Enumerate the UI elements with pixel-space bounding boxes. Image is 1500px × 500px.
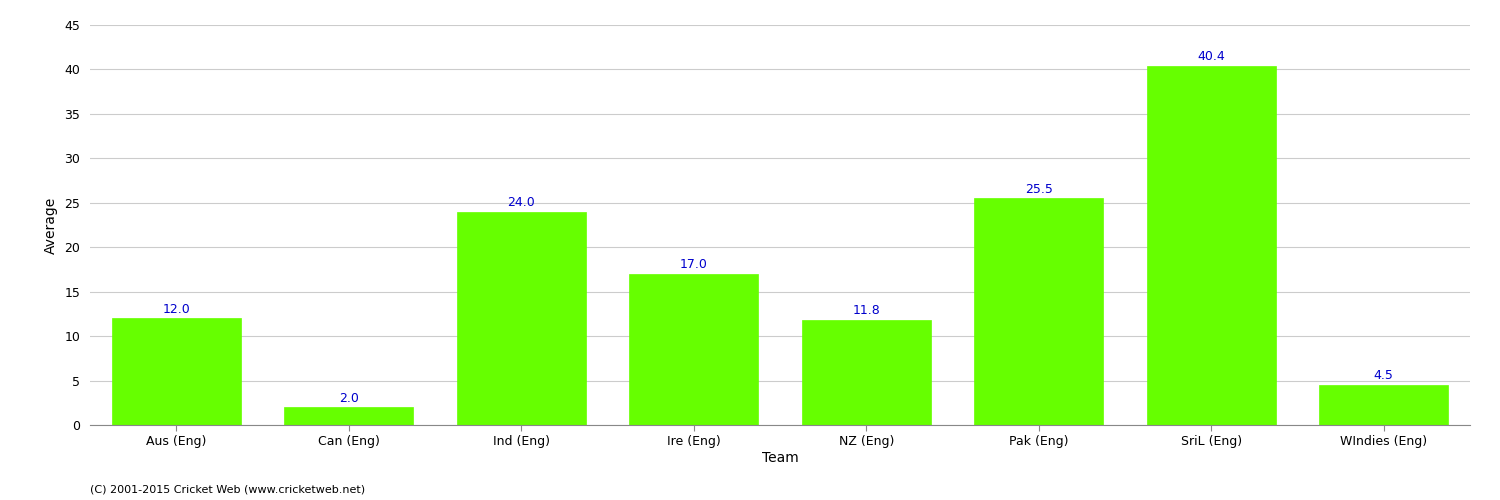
Text: 24.0: 24.0 — [507, 196, 536, 209]
Bar — [456, 212, 586, 425]
Text: 12.0: 12.0 — [162, 302, 190, 316]
Bar — [1318, 385, 1449, 425]
Text: 2.0: 2.0 — [339, 392, 358, 404]
Bar — [284, 407, 414, 425]
Text: 11.8: 11.8 — [852, 304, 880, 318]
Text: (C) 2001-2015 Cricket Web (www.cricketweb.net): (C) 2001-2015 Cricket Web (www.cricketwe… — [90, 485, 364, 495]
Text: 4.5: 4.5 — [1374, 370, 1394, 382]
Bar — [628, 274, 759, 425]
Bar — [801, 320, 932, 425]
Text: 17.0: 17.0 — [680, 258, 708, 271]
Y-axis label: Average: Average — [44, 196, 57, 254]
Bar — [974, 198, 1104, 425]
X-axis label: Team: Team — [762, 451, 798, 465]
Bar — [1146, 66, 1276, 425]
Text: 40.4: 40.4 — [1197, 50, 1225, 63]
Bar — [111, 318, 242, 425]
Text: 25.5: 25.5 — [1024, 182, 1053, 196]
